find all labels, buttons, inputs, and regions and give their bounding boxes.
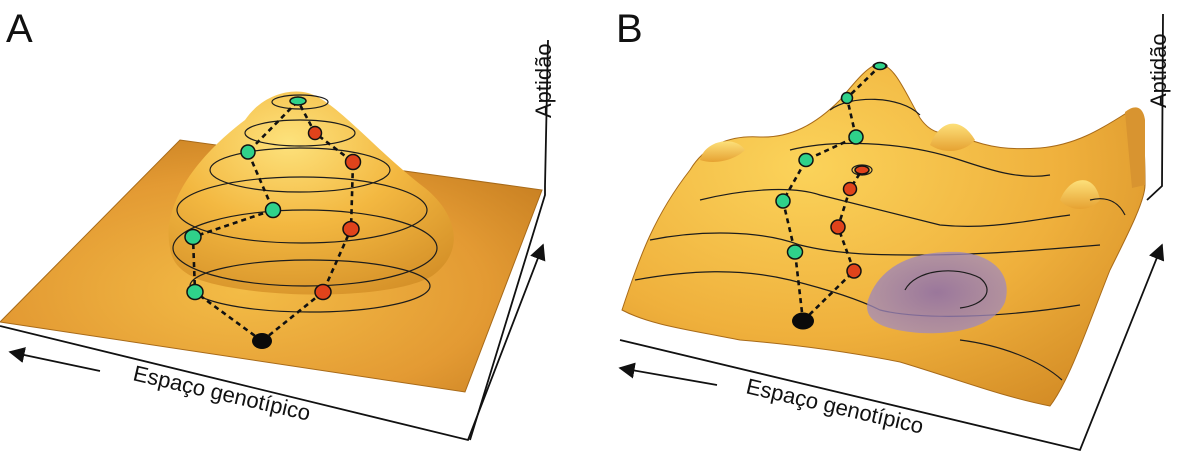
fitness-peak-a: [168, 91, 454, 295]
panel-letter-b: B: [616, 7, 643, 51]
red-genotype-point: [344, 153, 362, 171]
red-genotype-point: [830, 219, 846, 235]
axes-b: [618, 13, 1165, 452]
green-genotype-point: [786, 244, 804, 260]
peak-genotype-point: [289, 96, 307, 106]
x-axis-label-a: Espaço genotípico: [131, 361, 313, 426]
green-genotype-point: [240, 144, 256, 160]
local-peak-point: [854, 165, 870, 175]
genotype-points-b: [775, 61, 887, 330]
red-genotype-point: [842, 181, 858, 197]
peak-genotype-point: [873, 61, 887, 71]
green-genotype-point: [840, 91, 854, 105]
red-genotype-point: [314, 283, 332, 301]
red-genotype-point: [342, 220, 360, 238]
panel-a: A: [0, 7, 556, 442]
panel-b: B: [616, 7, 1171, 452]
panel-letter-a: A: [6, 7, 33, 51]
genotype-points-a: [184, 96, 362, 349]
landscape-surface-b: [621, 63, 1146, 407]
contour-lines-a: [172, 94, 438, 313]
green-genotype-point: [184, 228, 202, 246]
start-genotype-point: [792, 312, 814, 330]
green-genotype-point: [848, 129, 864, 145]
green-genotype-point: [186, 283, 204, 301]
green-genotype-point: [775, 193, 791, 209]
axes-a: [0, 39, 549, 442]
green-genotype-point: [264, 201, 282, 219]
red-genotype-point: [846, 263, 862, 279]
start-genotype-point: [252, 333, 272, 349]
red-genotype-point: [307, 125, 323, 141]
adaptive-path-red-a: [261, 100, 355, 343]
shaded-valley-region-b: [867, 251, 1007, 334]
green-genotype-point: [798, 152, 814, 168]
y-axis-label-b: Aptidão: [1146, 33, 1171, 108]
y-axis-label-a: Aptidão: [531, 43, 556, 118]
adaptive-path-green-a: [191, 100, 299, 343]
secondary-peaks-b: [700, 107, 1145, 209]
